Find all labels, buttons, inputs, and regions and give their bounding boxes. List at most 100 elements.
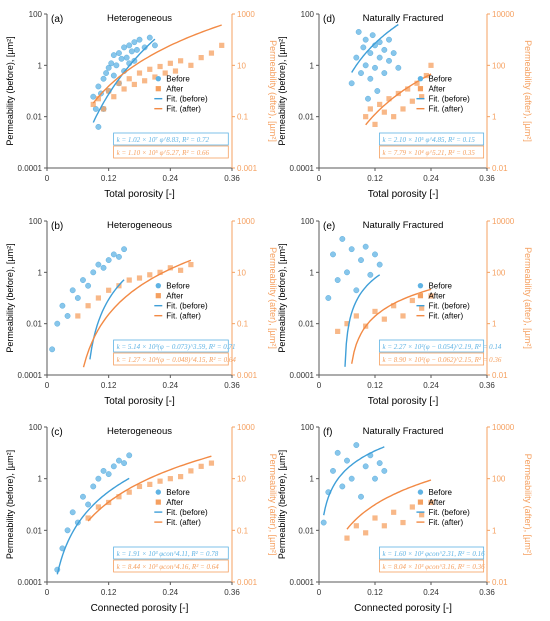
before-point xyxy=(128,48,135,55)
before-point xyxy=(334,449,341,456)
after-point xyxy=(381,109,387,115)
right-tick-label: 0.001 xyxy=(237,164,258,173)
chart-panel-4: 0.0001 0.01 1 100 0.01 1 100 10000 0 0.12 0.24 0.36… xyxy=(277,217,533,407)
before-point xyxy=(90,483,97,490)
left-axis-label: Permeability (before), [µm²] xyxy=(277,36,287,145)
after-point xyxy=(208,50,215,56)
after-point xyxy=(136,483,143,490)
panel-label: (a) xyxy=(51,14,63,25)
left-tick-label: 100 xyxy=(29,217,43,226)
after-equation-box xyxy=(113,352,229,366)
x-axis-label: Total porosity [-] xyxy=(104,189,175,200)
after-point xyxy=(377,101,383,108)
legend-label: Fit. (before) xyxy=(166,302,208,311)
panel-label: (f) xyxy=(323,427,332,438)
panel-label: (e) xyxy=(323,221,335,232)
left-tick-label: 0.0001 xyxy=(290,164,315,173)
after-equation: k = 1.27 × 10⁴(φ − 0.048)^4.15, R² = 0.6… xyxy=(117,356,237,364)
before-point xyxy=(381,70,388,76)
before-equation: k = 2.10 × 10⁵ φ^4.85, R² = 0.15 xyxy=(382,136,475,144)
left-tick-label: 100 xyxy=(29,423,43,432)
after-point xyxy=(121,86,127,92)
right-tick-label: 0.01 xyxy=(492,578,508,587)
before-equation: k = 1.60 × 10² φcon^2.31, R² = 0.16 xyxy=(382,550,485,558)
right-tick-label: 0.1 xyxy=(237,526,249,535)
chart-title: Naturally Fractured xyxy=(363,13,444,24)
after-point xyxy=(372,121,378,127)
before-point xyxy=(372,251,378,258)
after-point xyxy=(188,262,194,268)
before-point xyxy=(80,493,86,500)
before-point xyxy=(353,442,360,448)
legend-label: After xyxy=(166,498,183,507)
left-tick-label: 1 xyxy=(38,268,43,277)
before-point xyxy=(372,475,378,482)
right-tick-label: 10000 xyxy=(492,10,515,19)
before-point xyxy=(376,261,383,268)
before-point xyxy=(108,60,115,67)
after-equation-box xyxy=(379,145,485,159)
after-point xyxy=(95,295,101,301)
left-tick-label: 0.01 xyxy=(26,113,42,122)
legend-label: Fit. (after) xyxy=(166,312,201,321)
fit-before-line xyxy=(351,23,399,73)
chart-title: Heterogeneous xyxy=(107,13,172,24)
x-tick-label: 0 xyxy=(317,588,322,597)
after-point xyxy=(136,70,143,76)
before-point xyxy=(110,463,117,470)
before-point xyxy=(367,50,374,56)
legend-label: Before xyxy=(428,488,452,497)
before-point xyxy=(116,253,122,260)
x-tick-label: 0.36 xyxy=(224,174,240,183)
before-equation: k = 5.14 × 10³(φ − 0.073)^3.59, R² = 0.7… xyxy=(117,343,236,351)
left-tick-label: 100 xyxy=(301,10,315,19)
legend-label: After xyxy=(166,292,183,301)
x-tick-label: 0.12 xyxy=(101,174,117,183)
right-axis-label: Permeability (after), [µm²] xyxy=(268,454,278,556)
left-tick-label: 0.0001 xyxy=(290,371,315,380)
before-point xyxy=(105,64,112,71)
right-tick-label: 10000 xyxy=(492,217,515,226)
left-tick-label: 0.0001 xyxy=(18,164,43,173)
before-point xyxy=(92,106,99,112)
after-point xyxy=(111,94,117,100)
before-point xyxy=(105,257,112,263)
before-point xyxy=(374,88,381,94)
after-point xyxy=(381,523,387,529)
after-point xyxy=(414,80,420,86)
after-point xyxy=(400,519,406,526)
fit-after-line xyxy=(87,455,212,522)
x-tick-label: 0 xyxy=(45,381,50,390)
legend-after-marker xyxy=(417,499,424,505)
right-tick-label: 0.01 xyxy=(492,164,508,173)
after-equation: k = 1.10 × 10⁵ φ^5.27, R² = 0.66 xyxy=(117,149,210,157)
left-axis-label: Permeability (before), [µm²] xyxy=(5,243,15,352)
left-tick-label: 0.0001 xyxy=(290,578,315,587)
legend-before-marker xyxy=(417,75,424,82)
before-point xyxy=(85,282,92,289)
before-point xyxy=(113,62,120,69)
before-point xyxy=(367,271,374,278)
after-equation-box xyxy=(379,559,485,573)
before-point xyxy=(100,467,107,474)
after-equation-box xyxy=(113,559,229,573)
fit-after-line xyxy=(365,73,432,126)
before-point xyxy=(74,295,81,301)
before-point xyxy=(95,83,102,90)
before-point xyxy=(131,39,138,46)
before-point xyxy=(121,44,127,51)
x-tick-label: 0.24 xyxy=(163,174,179,183)
x-tick-label: 0 xyxy=(317,174,322,183)
before-point xyxy=(95,475,102,482)
before-point xyxy=(123,54,130,61)
left-tick-label: 0.01 xyxy=(298,113,314,122)
after-point xyxy=(142,78,148,84)
after-equation: k = 8.04 × 10³ φcon^3.16, R² = 0.36 xyxy=(382,563,485,571)
chart-panel-3: 0.0001 0.01 1 100 0.001 0.1 10 1000 0 0.12 0.24 0.3… xyxy=(5,217,278,407)
chart-title: Heterogeneous xyxy=(107,220,172,231)
right-tick-label: 1 xyxy=(492,320,497,329)
panel-label: (d) xyxy=(323,14,335,25)
right-tick-label: 0.001 xyxy=(237,578,258,587)
left-tick-label: 1 xyxy=(310,61,315,70)
after-point xyxy=(167,265,173,271)
